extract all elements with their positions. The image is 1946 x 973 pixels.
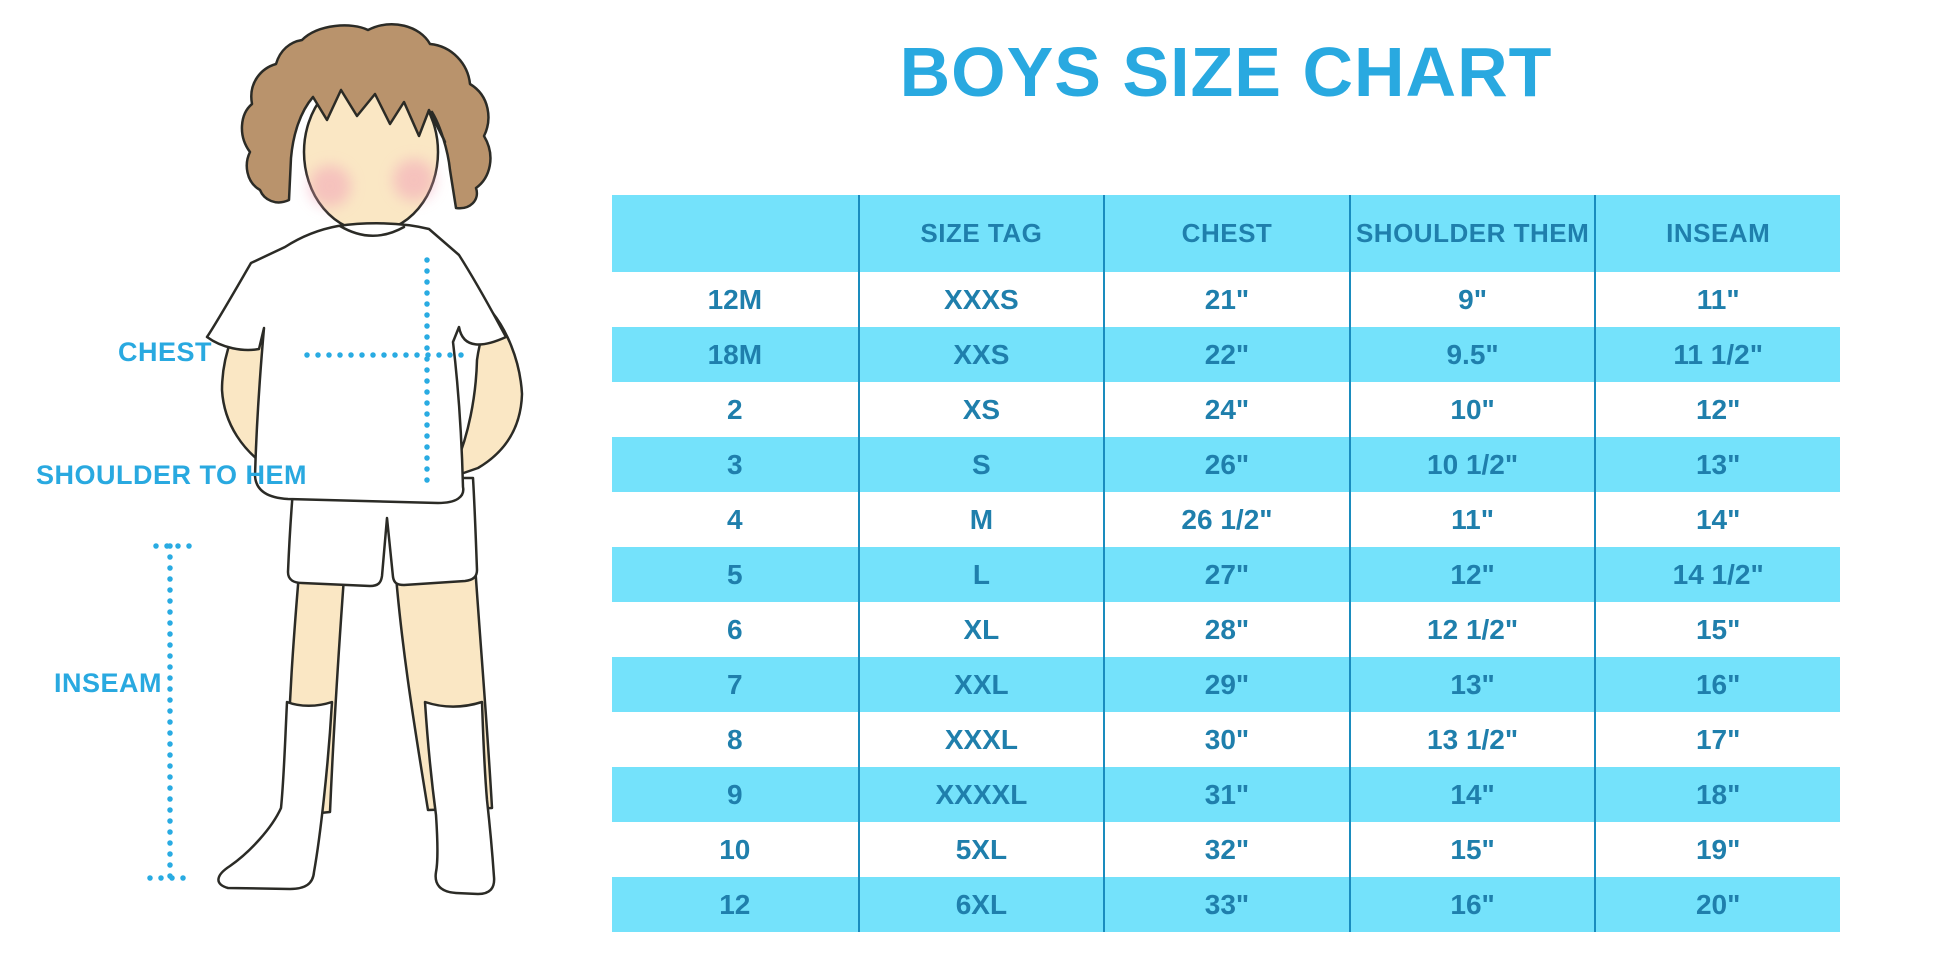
table-row: 6 XL 28" 12 1/2" 15" <box>612 602 1840 657</box>
inseam-cell: 13" <box>1594 437 1840 492</box>
table-row: 3 S 26" 10 1/2" 13" <box>612 437 1840 492</box>
inseam-label: INSEAM <box>54 668 163 698</box>
shoulder-hem-cell: 12 1/2" <box>1348 602 1595 657</box>
inseam-cell: 17" <box>1594 712 1840 767</box>
chest-cell: 30" <box>1103 712 1349 767</box>
size-tag-cell: XS <box>857 382 1104 437</box>
shoulder-hem-cell: 10 1/2" <box>1348 437 1595 492</box>
chest-cell: 26 1/2" <box>1103 492 1349 547</box>
table-row: 7 XXL 29" 13" 16" <box>612 657 1840 712</box>
inseam-cell: 18" <box>1594 767 1840 822</box>
size-table: SIZE TAG CHEST SHOULDER THEM INSEAM 12M X… <box>612 195 1840 932</box>
size-cell: 2 <box>727 393 743 425</box>
size-cell: 12M <box>707 283 763 315</box>
chest-cell: 31" <box>1103 767 1349 822</box>
chest-cell: 22" <box>1103 327 1349 382</box>
shoulder-hem-cell: 12" <box>1348 547 1595 602</box>
shoulder-hem-cell: 9" <box>1348 272 1595 327</box>
right-arm <box>450 310 524 479</box>
table-body: 12M XXXS 21" 9" 11" 18M XXS 22" 9.5" 11 1/2" 2 XS 24… <box>612 272 1840 932</box>
chest-cell: 29" <box>1103 657 1349 712</box>
shoulder-hem-cell: 13 1/2" <box>1348 712 1595 767</box>
inseam-cell: 11" <box>1594 272 1840 327</box>
size-tag-cell: XXXXL <box>857 767 1104 822</box>
chest-label: CHEST <box>118 337 213 367</box>
header-cell-chest: CHEST <box>1103 195 1349 272</box>
size-cell: 3 <box>727 448 743 480</box>
size-cell: 9 <box>727 778 743 810</box>
size-tag-cell: S <box>857 437 1104 492</box>
size-tag-cell: XXL <box>857 657 1104 712</box>
size-cell: 5 <box>727 558 743 590</box>
size-cell: 8 <box>727 723 743 755</box>
shoulder-hem-cell: 13" <box>1348 657 1595 712</box>
shoulder-hem-cell: 14" <box>1348 767 1595 822</box>
header-cell-shoulder-hem: SHOULDER THEM <box>1348 195 1595 272</box>
size-tag-cell: XXXS <box>857 272 1104 327</box>
table-row: 12 6XL 33" 16" 20" <box>612 877 1840 932</box>
chest-cell: 33" <box>1103 877 1349 932</box>
size-tag-cell: XXXL <box>857 712 1104 767</box>
header-cell-size-tag: SIZE TAG <box>857 195 1104 272</box>
size-cell: 12 <box>719 888 751 920</box>
shorts <box>286 476 479 588</box>
collar-line <box>338 224 406 237</box>
size-tag-cell: XL <box>857 602 1104 657</box>
right-sock <box>423 700 496 896</box>
chest-cell: 27" <box>1103 547 1349 602</box>
chest-cell: 21" <box>1103 272 1349 327</box>
tshirt <box>205 222 508 505</box>
table-row: 5 L 27" 12" 14 1/2" <box>612 547 1840 602</box>
header-cell-size <box>612 195 858 272</box>
shoulder-hem-cell: 10" <box>1348 382 1595 437</box>
table-row: 2 XS 24" 10" 12" <box>612 382 1840 437</box>
size-cell: 7 <box>727 668 743 700</box>
size-tag-cell: M <box>857 492 1104 547</box>
size-cell: 6 <box>727 613 743 645</box>
table-row: 4 M 26 1/2" 11" 14" <box>612 492 1840 547</box>
inseam-cell: 11 1/2" <box>1594 327 1840 382</box>
size-tag-cell: 5XL <box>857 822 1104 877</box>
shoulder-to-hem-label: SHOULDER TO HEM <box>36 460 308 490</box>
shoulder-hem-cell: 9.5" <box>1348 327 1595 382</box>
inseam-cell: 16" <box>1594 657 1840 712</box>
blush-left-cheek <box>309 165 351 207</box>
header-cell-inseam: INSEAM <box>1594 195 1840 272</box>
inseam-cell: 19" <box>1594 822 1840 877</box>
chest-cell: 26" <box>1103 437 1349 492</box>
shoulder-hem-cell: 16" <box>1348 877 1595 932</box>
table-row: 9 XXXXL 31" 14" 18" <box>612 767 1840 822</box>
table-row: 12M XXXS 21" 9" 11" <box>612 272 1840 327</box>
inseam-cell: 12" <box>1594 382 1840 437</box>
shoulder-hem-cell: 11" <box>1348 492 1595 547</box>
size-cell: 4 <box>727 503 743 535</box>
inseam-cell: 20" <box>1594 877 1840 932</box>
shoulder-hem-cell: 15" <box>1348 822 1595 877</box>
chest-cell: 32" <box>1103 822 1349 877</box>
hair <box>240 23 492 210</box>
chest-cell: 24" <box>1103 382 1349 437</box>
blush-right-cheek <box>393 159 435 201</box>
boy-illustration <box>147 23 524 896</box>
page-title: BOYS SIZE CHART <box>899 33 1553 111</box>
size-cell: 18M <box>707 338 763 370</box>
inseam-cell: 14 1/2" <box>1594 547 1840 602</box>
table-row: 10 5XL 32" 15" 19" <box>612 822 1840 877</box>
table-row: 8 XXXL 30" 13 1/2" 17" <box>612 712 1840 767</box>
size-tag-cell: 6XL <box>857 877 1104 932</box>
size-cell: 10 <box>719 833 751 865</box>
left-sock <box>217 700 334 891</box>
inseam-cell: 15" <box>1594 602 1840 657</box>
inseam-cell: 14" <box>1594 492 1840 547</box>
size-tag-cell: XXS <box>857 327 1104 382</box>
chest-cell: 28" <box>1103 602 1349 657</box>
size-tag-cell: L <box>857 547 1104 602</box>
table-row: 18M XXS 22" 9.5" 11 1/2" <box>612 327 1840 382</box>
table-header-row: SIZE TAG CHEST SHOULDER THEM INSEAM <box>612 195 1840 272</box>
